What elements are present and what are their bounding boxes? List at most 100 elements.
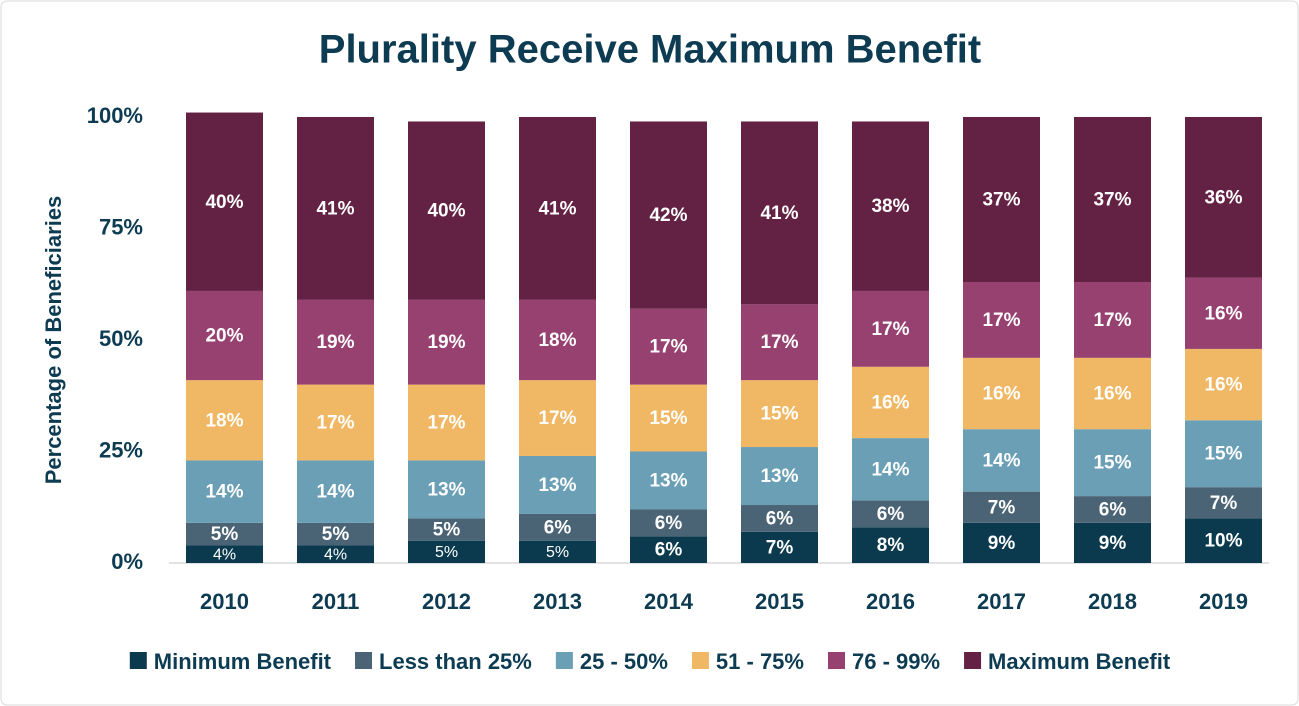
value-label: 18% — [538, 330, 576, 351]
value-label: 14% — [871, 459, 909, 480]
value-label: 17% — [760, 332, 798, 353]
value-label: 9% — [988, 533, 1016, 554]
bar-segment — [630, 308, 707, 385]
bar-segment — [1074, 117, 1151, 283]
bar-segment — [186, 522, 263, 546]
bar-segment — [741, 531, 818, 563]
value-label: 16% — [1204, 375, 1242, 396]
value-label: 4% — [213, 546, 236, 563]
value-label: 15% — [1204, 444, 1242, 465]
value-label: 40% — [427, 201, 465, 222]
y-tick-label: 75% — [99, 214, 143, 239]
bar-segment — [297, 522, 374, 546]
bar-segment — [852, 366, 929, 439]
legend-swatch — [555, 652, 573, 669]
bar-segment — [741, 505, 818, 532]
value-label: 4% — [324, 546, 347, 563]
value-label: 8% — [877, 535, 905, 556]
value-label: 17% — [1093, 310, 1131, 331]
bar-segment — [1074, 282, 1151, 358]
bar-segment — [1185, 117, 1262, 278]
value-label: 41% — [316, 198, 354, 219]
bar-segment — [1074, 357, 1151, 430]
x-tick-label: 2011 — [312, 589, 360, 614]
bar-segment — [408, 384, 485, 461]
value-label: 5% — [546, 544, 569, 561]
legend-swatch — [827, 652, 845, 669]
y-tick-label: 100% — [87, 103, 143, 128]
value-label: 5% — [211, 524, 239, 545]
value-label: 17% — [316, 413, 354, 434]
bar-segment — [1185, 420, 1262, 488]
bar-segment — [519, 299, 596, 381]
value-label: 6% — [655, 540, 683, 561]
bar-segment — [630, 121, 707, 309]
bar-segment — [408, 540, 485, 563]
value-label: 15% — [649, 408, 687, 429]
x-tick-label: 2019 — [1199, 589, 1248, 614]
legend-label: 51 - 75% — [716, 649, 804, 674]
value-label: 16% — [982, 384, 1020, 405]
x-tick-label: 2014 — [644, 589, 694, 614]
bar-segment — [741, 304, 818, 381]
bar-segment — [630, 509, 707, 537]
value-label: 13% — [427, 479, 465, 500]
value-label: 20% — [205, 326, 243, 347]
bar-segment — [408, 299, 485, 385]
x-tick-label: 2016 — [866, 589, 915, 614]
value-label: 40% — [205, 192, 243, 213]
value-label: 13% — [538, 475, 576, 496]
value-label: 5% — [433, 520, 461, 541]
chart-title: Plurality Receive Maximum Benefit — [319, 28, 981, 72]
bar-segment — [408, 121, 485, 300]
legend-swatch — [691, 652, 709, 669]
value-label: 7% — [1210, 493, 1238, 514]
value-label: 7% — [988, 497, 1016, 518]
value-label: 6% — [1099, 499, 1127, 520]
bar-segment — [630, 451, 707, 510]
bar-segment — [186, 380, 263, 461]
bar-segment — [852, 290, 929, 367]
bar-segment — [186, 545, 263, 563]
bar-segment — [408, 518, 485, 541]
bar-segment — [741, 121, 818, 305]
bar-segment — [297, 299, 374, 385]
value-label: 5% — [322, 524, 350, 545]
value-label: 15% — [760, 404, 798, 425]
bar-segment — [852, 500, 929, 528]
legend-label: 25 - 50% — [580, 649, 668, 674]
bar-segment — [297, 384, 374, 461]
bar-segment — [741, 447, 818, 506]
value-label: 37% — [1093, 190, 1131, 211]
bar-segment — [1185, 277, 1262, 349]
x-tick-label: 2013 — [533, 589, 582, 614]
x-tick-label: 2012 — [422, 589, 471, 614]
bar-segment — [852, 438, 929, 501]
bar-segment — [1074, 522, 1151, 563]
bar-segment — [408, 460, 485, 519]
bar-segment — [852, 527, 929, 563]
value-label: 15% — [1093, 453, 1131, 474]
bar-segment — [1185, 487, 1262, 519]
bar-segment — [519, 380, 596, 456]
x-tick-label: 2017 — [977, 589, 1026, 614]
value-label: 14% — [205, 482, 243, 503]
legend-swatch — [129, 652, 147, 669]
value-label: 41% — [538, 198, 576, 219]
bar-segment — [1185, 348, 1262, 421]
value-label: 14% — [316, 482, 354, 503]
bar-segment — [186, 460, 263, 523]
bar-segment — [519, 513, 596, 541]
legend-label: Maximum Benefit — [988, 649, 1171, 674]
bar-segment — [630, 536, 707, 563]
bar-segment — [186, 112, 263, 291]
value-label: 16% — [1093, 384, 1131, 405]
bar-segment — [963, 117, 1040, 283]
value-label: 5% — [435, 544, 458, 561]
legend-label: 76 - 99% — [852, 649, 940, 674]
value-label: 6% — [766, 508, 794, 529]
bar-segment — [519, 117, 596, 300]
bar-segment — [186, 290, 263, 381]
bar-segment — [297, 460, 374, 523]
